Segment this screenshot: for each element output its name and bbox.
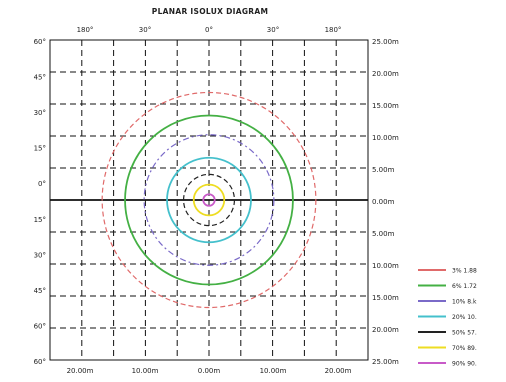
top-tick-label: 180° [325, 26, 342, 34]
right-tick-label: 5.00m [372, 230, 395, 238]
left-tick-label: 15° [34, 216, 46, 224]
isolux-contour [124, 114, 294, 286]
legend-label: 90% 90. [452, 361, 477, 368]
contours [101, 91, 317, 309]
legend-label: 10% 8.k [452, 299, 477, 306]
legend: 3% 1.88 6% 1.72 10% 8.k 20% 10. 50% 57. 70% 8… [418, 268, 477, 368]
isolux-contour [182, 173, 236, 227]
right-tick-label: 5.00m [372, 166, 395, 174]
top-tick-label: 30° [139, 26, 151, 34]
bottom-tick-label: 20.00m [325, 367, 352, 375]
right-tick-label: 25.00m [372, 38, 399, 46]
chart-title: PLANAR ISOLUX DIAGRAM [152, 7, 268, 16]
right-tick-label: 15.00m [372, 102, 399, 110]
legend-label: 20% 10. [452, 314, 477, 321]
bottom-tick-label: 0.00m [198, 367, 221, 375]
left-tick-label: 15° [34, 145, 46, 153]
isolux-contour [202, 193, 216, 207]
left-tick-label: 60° [34, 322, 46, 330]
bottom-tick-label: 20.00m [67, 367, 94, 375]
right-tick-label: 25.00m [372, 358, 399, 366]
left-tick-label: 30° [34, 251, 46, 259]
legend-label: 70% 89. [452, 345, 477, 352]
right-tick-label: 0.00m [372, 198, 395, 206]
left-tick-label: 45° [34, 74, 46, 82]
left-tick-label: 0° [38, 180, 46, 188]
isolux-contour [192, 183, 226, 217]
left-tick-label: 60° [34, 38, 46, 46]
top-tick-label: 0° [205, 26, 213, 34]
right-tick-label: 20.00m [372, 326, 399, 334]
right-tick-label: 15.00m [372, 294, 399, 302]
bottom-tick-label: 10.00m [260, 367, 287, 375]
left-tick-label: 45° [34, 287, 46, 295]
bottom-tick-label: 10.00m [132, 367, 159, 375]
legend-label: 50% 57. [452, 330, 477, 337]
right-tick-label: 20.00m [372, 70, 399, 78]
grid [49, 39, 369, 361]
top-tick-label: 180° [77, 26, 94, 34]
left-tick-label: 60° [34, 358, 46, 366]
top-tick-label: 30° [267, 26, 279, 34]
isolux-contour [166, 156, 252, 244]
isolux-contour [101, 91, 317, 309]
left-tick-label: 30° [34, 109, 46, 117]
isolux-contour [143, 134, 275, 266]
axis-labels: 180° 30° 0° 30° 180° 60° 45° 30° 15° 0° 15° 30° 45° 6… [34, 26, 399, 375]
legend-label: 3% 1.88 [452, 268, 477, 275]
right-tick-label: 10.00m [372, 262, 399, 270]
legend-label: 6% 1.72 [452, 283, 477, 290]
right-tick-label: 10.00m [372, 134, 399, 142]
